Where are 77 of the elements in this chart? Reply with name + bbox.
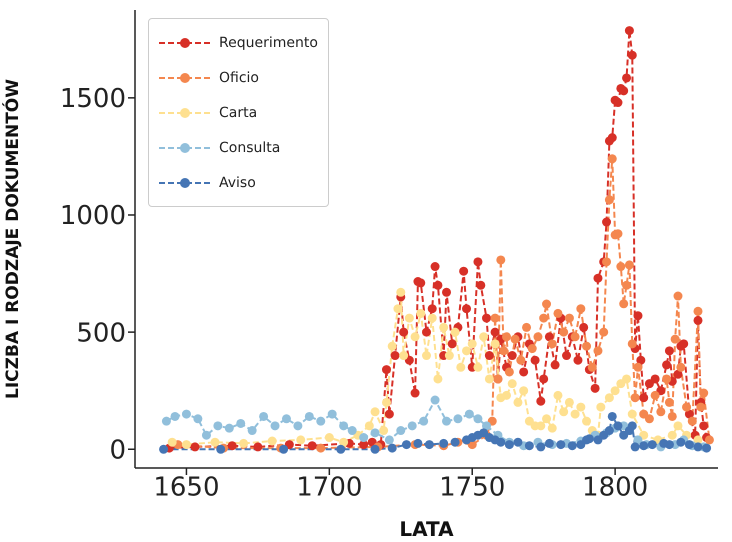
point (442, 416, 452, 426)
point (496, 438, 506, 447)
point (676, 438, 686, 447)
point (282, 414, 291, 424)
x-tick-label: 1700 (296, 472, 362, 502)
point (408, 421, 417, 430)
point (430, 396, 440, 405)
legend-label: Oficio (219, 70, 259, 86)
point (424, 440, 434, 450)
point (304, 412, 314, 421)
point (388, 444, 397, 453)
point (702, 444, 712, 453)
point (270, 421, 280, 430)
point (396, 426, 406, 436)
point (593, 435, 602, 444)
point (293, 421, 302, 430)
y-tick-label: 1000 (60, 201, 126, 232)
point (384, 435, 394, 444)
point (224, 424, 234, 433)
point (630, 442, 640, 452)
y-tick-label: 1500 (60, 84, 126, 114)
point (568, 441, 577, 450)
point (279, 444, 288, 454)
point (450, 438, 460, 447)
point (162, 416, 171, 426)
point (336, 444, 346, 454)
point (316, 416, 326, 426)
point (402, 440, 411, 450)
legend-label: Aviso (219, 174, 256, 190)
legend-label: Carta (219, 104, 258, 120)
point (608, 412, 617, 421)
point (473, 414, 482, 424)
point (236, 418, 246, 428)
y-tick-label: 500 (76, 318, 126, 348)
x-axis-title: LATA (399, 517, 454, 541)
point (628, 421, 637, 430)
point (536, 442, 546, 452)
point (482, 421, 492, 430)
point (693, 442, 702, 452)
point (556, 440, 566, 450)
point (544, 438, 554, 448)
point (328, 410, 337, 419)
point (170, 412, 180, 421)
point (464, 410, 474, 419)
point (370, 444, 380, 454)
legend-label: Consulta (219, 140, 280, 156)
point (413, 438, 422, 448)
point (439, 438, 448, 448)
x-tick-label: 1800 (582, 472, 648, 502)
y-tick-label: 0 (109, 435, 126, 466)
point (513, 438, 522, 447)
point (359, 433, 368, 442)
point (576, 440, 586, 450)
point (639, 441, 648, 450)
point (182, 410, 191, 419)
point (419, 416, 428, 426)
point (453, 414, 462, 424)
point (648, 440, 657, 450)
point (613, 421, 622, 430)
point (664, 440, 674, 450)
point (159, 444, 168, 454)
point (202, 430, 211, 440)
point (248, 426, 257, 436)
point (684, 440, 694, 450)
x-tick-label: 1750 (439, 472, 506, 502)
point (524, 441, 534, 450)
point (339, 421, 348, 430)
point (213, 421, 222, 430)
x-tick-label: 1650 (153, 472, 220, 502)
point (193, 414, 202, 424)
point (216, 444, 226, 454)
point (259, 412, 268, 421)
point (348, 426, 357, 436)
y-axis-title: LICZBA I RODZAJE DOKUMENTÓW (2, 78, 24, 400)
point (370, 428, 380, 438)
legend-label: Requerimento (219, 34, 318, 50)
point (504, 440, 514, 450)
